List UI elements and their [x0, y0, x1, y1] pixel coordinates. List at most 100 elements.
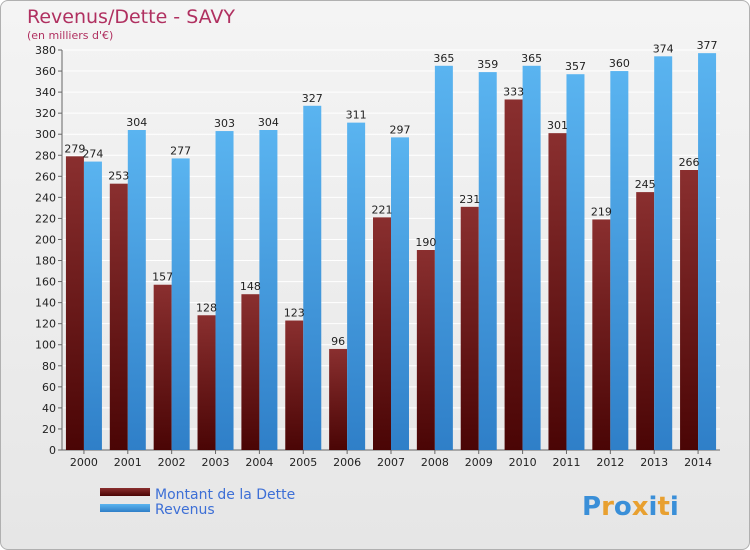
bar-revenus-2012 — [610, 71, 629, 450]
bar-revenus-2010 — [522, 65, 541, 450]
legend-label-revenus: Revenus — [155, 502, 215, 518]
data-label-revenus-2002: 277 — [170, 144, 191, 157]
data-label-revenus-2012: 360 — [609, 57, 630, 70]
bar-debt-2009 — [460, 206, 479, 450]
bar-revenus-2002 — [171, 158, 190, 450]
bar-revenus-2003 — [215, 131, 234, 451]
y-tick-label: 380 — [35, 44, 56, 57]
y-tick-label: 140 — [35, 297, 56, 310]
data-label-debt-2000: 279 — [64, 142, 85, 155]
x-tick-label-2007: 2007 — [377, 456, 405, 469]
data-label-revenus-2014: 377 — [697, 39, 718, 52]
y-tick-label: 40 — [42, 402, 56, 415]
data-label-revenus-2004: 304 — [258, 116, 279, 129]
x-tick-label-2003: 2003 — [202, 456, 230, 469]
y-tick-label: 120 — [35, 318, 56, 331]
data-label-debt-2003: 128 — [196, 301, 217, 314]
y-tick-label: 240 — [35, 191, 56, 204]
y-tick-label: 100 — [35, 339, 56, 352]
data-label-debt-2012: 219 — [591, 205, 612, 218]
x-tick-label-2009: 2009 — [465, 456, 493, 469]
bar-revenus-2000 — [83, 161, 102, 450]
bar-debt-2005 — [285, 320, 304, 450]
x-tick-label-2010: 2010 — [509, 456, 537, 469]
bar-debt-2004 — [241, 294, 260, 450]
svg-text:Proxiti: Proxiti — [582, 492, 679, 522]
y-tick-label: 300 — [35, 128, 56, 141]
y-tick-label: 360 — [35, 65, 56, 78]
bar-debt-2008 — [416, 250, 435, 450]
data-label-revenus-2008: 365 — [433, 52, 454, 65]
data-label-revenus-2003: 303 — [214, 117, 235, 130]
x-tick-label-2008: 2008 — [421, 456, 449, 469]
bar-revenus-2005 — [303, 105, 322, 450]
bar-debt-2010 — [504, 99, 523, 450]
y-tick-label: 80 — [42, 360, 56, 373]
x-tick-label-2013: 2013 — [640, 456, 668, 469]
bar-debt-2013 — [636, 192, 655, 450]
bar-revenus-2009 — [478, 72, 497, 451]
bar-debt-2001 — [109, 183, 128, 450]
y-tick-label: 20 — [42, 423, 56, 436]
data-label-debt-2004: 148 — [240, 280, 261, 293]
bar-revenus-2013 — [654, 56, 673, 450]
bar-revenus-2011 — [566, 74, 585, 451]
bar-debt-2007 — [373, 217, 391, 450]
y-tick-label: 60 — [42, 381, 56, 394]
bar-debt-2000 — [65, 156, 84, 450]
bar-debt-2003 — [197, 315, 216, 450]
x-tick-label-2004: 2004 — [245, 456, 273, 469]
data-label-revenus-2013: 374 — [653, 42, 674, 55]
data-label-debt-2001: 253 — [108, 170, 129, 183]
chart-title: Revenus/Dette - SAVY — [27, 6, 235, 28]
data-label-debt-2013: 245 — [635, 178, 656, 191]
x-tick-label-2001: 2001 — [114, 456, 142, 469]
x-tick-label-2006: 2006 — [333, 456, 361, 469]
y-tick-label: 220 — [35, 212, 56, 225]
y-tick-label: 340 — [35, 86, 56, 99]
x-tick-label-2002: 2002 — [158, 456, 186, 469]
data-label-revenus-2011: 357 — [565, 60, 586, 73]
legend-swatch-revenus — [100, 504, 150, 512]
x-tick-label-2011: 2011 — [552, 456, 580, 469]
y-tick-label: 160 — [35, 276, 56, 289]
bar-debt-2006 — [329, 348, 348, 450]
bar-debt-2014 — [680, 170, 699, 450]
bar-revenus-2014 — [698, 53, 717, 450]
chart-subtitle: (en milliers d'€) — [27, 29, 113, 42]
data-label-revenus-2001: 304 — [126, 116, 147, 129]
data-label-debt-2009: 231 — [459, 193, 480, 206]
data-label-revenus-2010: 365 — [521, 52, 542, 65]
data-label-debt-2005: 123 — [284, 307, 305, 320]
bar-revenus-2004 — [259, 130, 278, 450]
data-label-debt-2008: 190 — [415, 236, 436, 249]
y-tick-label: 180 — [35, 255, 56, 268]
data-label-revenus-2006: 311 — [346, 109, 367, 122]
data-label-revenus-2007: 297 — [390, 123, 411, 136]
x-tick-label-2014: 2014 — [684, 456, 712, 469]
proxiti-logo: Proxiti — [582, 492, 679, 522]
y-tick-label: 0 — [49, 444, 56, 457]
bar-revenus-2008 — [434, 65, 453, 450]
x-tick-label-2000: 2000 — [70, 456, 98, 469]
bar-revenus-2001 — [127, 130, 146, 450]
y-tick-label: 280 — [35, 149, 56, 162]
data-label-debt-2014: 266 — [679, 156, 700, 169]
data-label-revenus-2000: 274 — [82, 148, 103, 161]
y-tick-label: 200 — [35, 233, 56, 246]
data-label-debt-2006: 96 — [331, 335, 345, 348]
y-tick-label: 260 — [35, 170, 56, 183]
bar-revenus-2006 — [347, 122, 366, 450]
data-label-debt-2011: 301 — [547, 119, 568, 132]
data-label-debt-2002: 157 — [152, 271, 173, 284]
y-tick-label: 320 — [35, 107, 56, 120]
bar-revenus-2007 — [391, 137, 409, 451]
bar-debt-2011 — [548, 133, 567, 450]
data-label-debt-2010: 333 — [503, 85, 524, 98]
x-tick-label-2012: 2012 — [596, 456, 624, 469]
data-label-revenus-2009: 359 — [477, 58, 498, 71]
legend-label-debt: Montant de la Dette — [155, 487, 295, 503]
bar-debt-2012 — [592, 219, 611, 450]
data-label-debt-2007: 221 — [372, 203, 393, 216]
